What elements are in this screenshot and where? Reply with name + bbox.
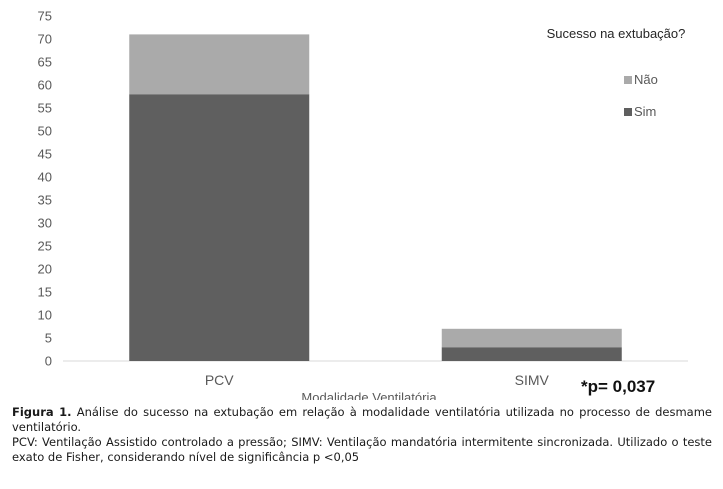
y-tick-label-65: 65 (38, 55, 52, 70)
y-tick-label-20: 20 (38, 262, 52, 277)
legend-label-sim: Sim (634, 104, 656, 119)
y-tick-label-35: 35 (38, 193, 52, 208)
figure-caption: Figura 1. Análise do sucesso na extubaçã… (12, 405, 712, 465)
chart: 0 5 10 15 20 25 30 35 40 45 50 55 60 65 70 75 PCV SIMV Mod… (38, 9, 688, 400)
legend-title: Sucesso na extubação? (547, 26, 686, 41)
caption-line-2: PCV: Ventilação Assistido controlado a p… (12, 435, 712, 464)
y-tick-label-70: 70 (38, 32, 52, 47)
y-tick-label-10: 10 (38, 308, 52, 323)
bar-simv-nao (441, 328, 622, 348)
stacked-bar-chart: 0 5 10 15 20 25 30 35 40 45 50 55 60 65 70 75 PCV SIMV Mod… (38, 9, 688, 400)
legend-swatch-nao (624, 76, 632, 84)
y-tick-label-75: 75 (38, 9, 52, 24)
y-tick-label-55: 55 (38, 101, 52, 116)
p-value-annotation: *p= 0,037 (581, 377, 655, 396)
y-tick-label-60: 60 (38, 78, 52, 93)
figure-label: Figura 1. (12, 405, 72, 419)
legend-swatch-sim (624, 108, 632, 116)
legend-label-nao: Não (634, 72, 658, 87)
y-tick-label-45: 45 (38, 147, 52, 162)
bar-pcv-nao (129, 34, 310, 95)
bar-simv-sim (441, 347, 622, 361)
x-tick-label-simv: SIMV (515, 372, 550, 388)
caption-paragraph-1: Figura 1. Análise do sucesso na extubaçã… (12, 405, 712, 435)
y-tick-label-50: 50 (38, 124, 52, 139)
y-tick-label-0: 0 (45, 354, 52, 369)
y-tick-label-30: 30 (38, 216, 52, 231)
x-axis-title: Modalidade Ventilatória (301, 390, 437, 400)
y-tick-label-15: 15 (38, 285, 52, 300)
y-tick-label-40: 40 (38, 170, 52, 185)
bar-pcv-sim (129, 94, 310, 361)
y-tick-label-25: 25 (38, 239, 52, 254)
x-tick-label-pcv: PCV (205, 372, 234, 388)
caption-line-1: Análise do sucesso na extubação em relaç… (12, 405, 712, 434)
y-tick-label-5: 5 (45, 331, 52, 346)
